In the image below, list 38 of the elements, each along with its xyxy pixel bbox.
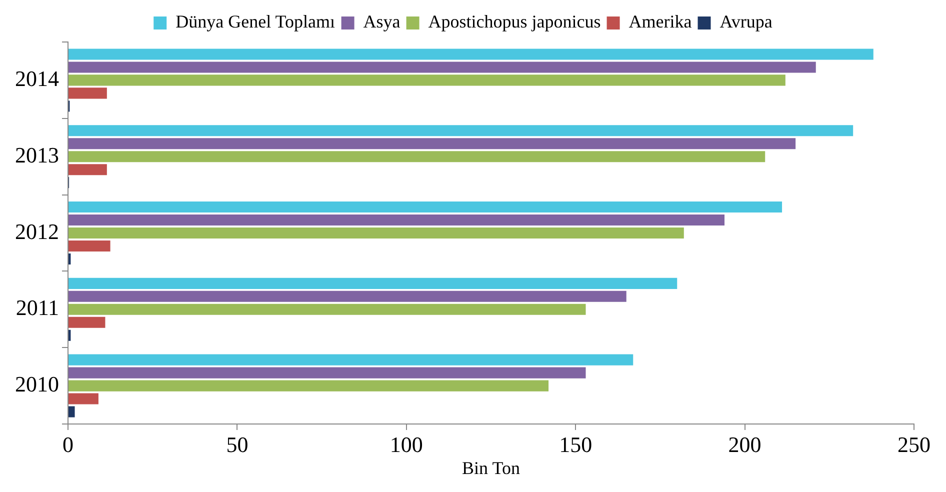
x-tick-label: 100: [390, 432, 423, 457]
bar: [68, 367, 586, 378]
y-tick-label: 2011: [16, 295, 59, 320]
bar: [68, 138, 796, 150]
bar: [68, 380, 549, 392]
bar: [68, 202, 782, 213]
x-tick-label: 250: [898, 432, 930, 457]
bar: [68, 393, 98, 404]
legend-label: Asya: [363, 12, 400, 32]
bar: [68, 354, 634, 366]
bar: [68, 278, 678, 289]
bar: [68, 88, 107, 99]
bar: [68, 227, 684, 239]
bar: [68, 290, 626, 302]
bar: [68, 406, 75, 418]
x-tick-label: 200: [728, 432, 762, 457]
legend-label: Dünya Genel Toplamı: [176, 12, 335, 32]
x-axis-title: Bin Ton: [462, 458, 520, 478]
legend-label: Apostichopus japonicus: [428, 12, 601, 32]
bar: [68, 125, 854, 136]
x-tick-label: 0: [62, 432, 74, 457]
y-tick-label: 2012: [15, 218, 59, 244]
y-tick-label: 2013: [15, 142, 59, 168]
x-tick-label: 150: [559, 432, 592, 457]
bar: [68, 164, 107, 176]
bar: [68, 240, 110, 252]
bar: [68, 316, 106, 328]
x-tick-label: 50: [226, 432, 248, 457]
y-tick-label: 2010: [15, 372, 59, 397]
bar: [68, 214, 724, 226]
bar: [68, 151, 766, 162]
bar: [68, 304, 586, 315]
bar: [68, 62, 816, 73]
legend-label: Amerika: [628, 12, 692, 32]
y-tick-label: 2014: [15, 66, 59, 91]
bar: [68, 74, 786, 86]
bar: [68, 48, 874, 60]
legend-label: Avrupa: [720, 12, 772, 32]
